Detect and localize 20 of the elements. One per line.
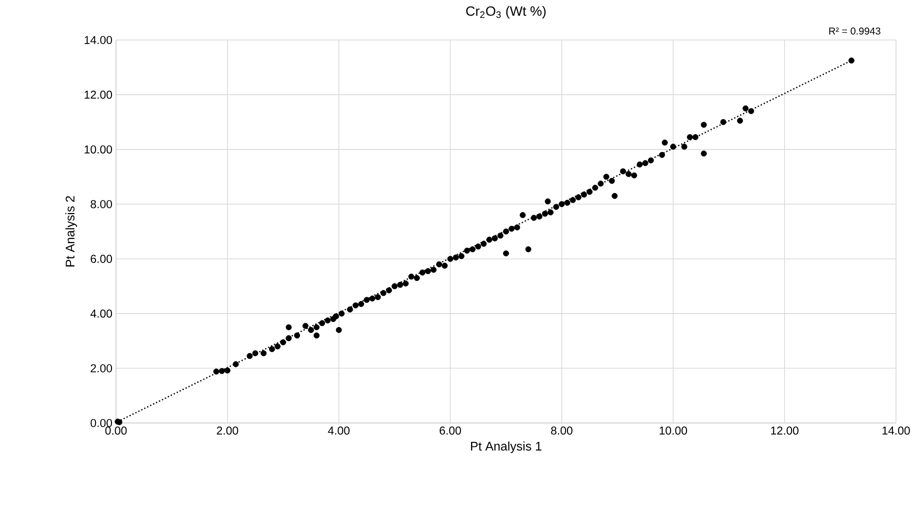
y-axis-title: Pt Analysis 2 <box>65 196 77 266</box>
x-tick-label: 0.00 <box>105 426 127 435</box>
y-tick-label: 4.00 <box>90 310 112 318</box>
x-tick-label: 8.00 <box>551 426 572 435</box>
chart-title: Cr$_{2}$O$_{3}$ (Wt %) <box>466 6 546 18</box>
y-tick-label: 0.00 <box>90 418 112 428</box>
y-tick-label: 12.00 <box>84 90 112 99</box>
x-tick-label: 6.00 <box>440 426 461 435</box>
y-tick-label: 14.00 <box>84 36 112 44</box>
y-tick-label: 10.00 <box>84 145 112 154</box>
x-tick-label: 2.00 <box>216 426 238 435</box>
text: R² = 0.9943 <box>829 28 880 35</box>
y-tick-label: 8.00 <box>90 200 112 208</box>
x-tick-label: 4.00 <box>328 426 350 435</box>
y-tick-label: 2.00 <box>90 364 112 372</box>
y-tick-label: 6.00 <box>90 254 112 263</box>
x-tick-label: 10.00 <box>660 426 688 435</box>
x-tick-label: 14.00 <box>882 426 910 435</box>
x-tick-label: 12.00 <box>771 426 798 435</box>
x-axis-title: Pt Analysis 1 <box>471 441 542 454</box>
